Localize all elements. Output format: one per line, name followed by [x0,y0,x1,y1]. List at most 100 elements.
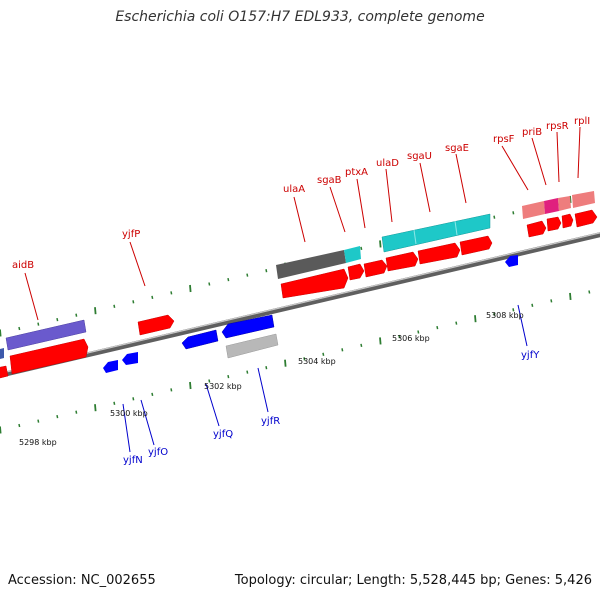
gene-label-yjfP[interactable]: yjfP [122,229,140,240]
map-title: Escherichia coli O157:H7 EDL933, complet… [115,9,485,25]
gene-label-sgaE[interactable]: sgaE [445,143,469,154]
forward-features [0,191,598,379]
ruler-label: 5302 kbp [204,382,242,391]
feature-priB-domain[interactable] [544,198,559,214]
gene-label-aidB[interactable]: aidB [12,260,34,271]
ruler-label: 5300 kbp [110,409,148,418]
gene-label-ulaD[interactable]: ulaD [376,158,399,169]
lower-tick-mark [398,334,401,339]
feature-yjfO-cds[interactable] [122,352,138,365]
gene-label-rpsR[interactable]: rpsR [546,121,569,132]
ruler-label: 5304 kbp [298,357,336,366]
feature-yjfR-domain[interactable] [225,333,279,359]
upper-tick-mark [265,269,268,273]
feature-ulaD-cds[interactable] [385,251,419,272]
ruler-label: 5298 kbp [19,438,57,447]
lower-tick-mark [113,401,116,405]
gene-label-yjfY[interactable]: yjfY [521,350,540,361]
feature-yjfY-cds[interactable] [505,255,518,267]
feature-aidB-cds[interactable] [9,338,89,375]
gene-label-ptxA[interactable]: ptxA [345,167,368,178]
lower-tick-mark [455,321,458,325]
genome-summary: Topology: circular; Length: 5,528,445 bp… [234,573,592,588]
feature-yjfP-cds[interactable] [137,314,175,336]
upper-tick-mark [37,322,40,326]
feature-priB-cds[interactable] [546,216,562,232]
upper-tick-mark [170,291,173,295]
ruler-label: 5308 kbp [486,311,524,320]
upper-tick-mark [189,284,192,293]
lower-tick-mark [531,303,534,307]
lower-tick-mark [360,343,363,348]
lower-tick-mark [75,410,78,414]
upper-tick-mark [75,313,78,317]
lower-tick-mark [189,381,192,390]
lower-tick-mark [132,397,135,401]
gene-label-yjfR[interactable]: yjfR [261,416,280,427]
lower-tick-mark [341,348,344,352]
upper-tick-mark [208,282,211,286]
feature-yjfQ-cds[interactable] [181,329,219,350]
feature-aidB-domain[interactable] [5,319,87,351]
lower-tick-mark [493,312,496,316]
upper-tick-mark [227,277,230,282]
reverse-features [103,255,518,373]
upper-tick-mark [56,317,59,322]
feature-ulaA-cds[interactable] [280,268,349,299]
lower-tick-mark [322,352,325,356]
lower-tick-mark [512,308,515,312]
feature-small-left-cds[interactable] [0,365,9,379]
lower-tick-mark [379,337,382,345]
gene-label-yjfQ[interactable]: yjfQ [213,429,233,440]
upper-tick-mark [246,273,249,277]
gene-label-yjfO[interactable]: yjfO [148,447,168,458]
feature-ulaA-domain[interactable] [276,250,346,279]
lower-tick-mark [0,426,2,434]
feature-rpsR-domain[interactable] [558,196,571,211]
lower-tick-row [0,290,591,434]
lower-tick-mark [436,325,439,330]
feature-sgaB-domain[interactable] [344,246,361,263]
upper-tick-mark [0,329,2,337]
upper-tick-mark [360,246,363,251]
lower-tick-mark [550,299,553,303]
feature-sgaE-cds[interactable] [459,235,493,256]
forward-labels: aidB yjfP ulaA sgaB ptxA ulaD sgaU sgaE … [12,116,590,321]
lower-tick-mark [569,292,572,300]
feature-rpsF-cds[interactable] [526,220,547,238]
gene-label-rplI[interactable]: rplI [574,116,590,127]
feature-sgaU-cds[interactable] [417,242,461,265]
feature-sgaB-cds[interactable] [347,263,365,281]
feature-rpsF-domain[interactable] [522,201,545,219]
upper-tick-mark [512,211,515,215]
lower-tick-mark [208,379,211,383]
feature-ptxA-cds[interactable] [363,259,388,278]
gene-label-yjfN[interactable]: yjfN [123,455,143,466]
lower-tick-mark [417,330,420,334]
lower-tick-mark [94,404,97,412]
feature-rpsR-cds[interactable] [561,213,574,229]
gene-label-rpsF[interactable]: rpsF [493,134,515,145]
lower-tick-mark [18,423,21,428]
feature-rplI-domain[interactable] [572,191,595,208]
feature-rplI-cds[interactable] [574,209,598,228]
feature-sga-domain[interactable] [381,213,491,253]
gene-label-ulaA[interactable]: ulaA [283,184,305,195]
lower-tick-mark [56,414,59,419]
lower-tick-mark [227,374,230,379]
gene-label-sgaB[interactable]: sgaB [317,175,342,186]
feature-yjfR-cds[interactable] [221,314,275,339]
lower-tick-mark [284,359,287,367]
lower-tick-mark [303,357,306,361]
lower-tick-mark [265,366,268,370]
upper-tick-mark [113,304,116,308]
gene-label-priB[interactable]: priB [522,127,542,138]
reverse-labels: yjfN yjfO yjfQ yjfR yjfY [122,304,540,466]
upper-tick-mark [493,215,496,219]
feature-yjfN-cds[interactable] [103,360,118,373]
feature-left-blue-block[interactable] [0,348,4,360]
lower-tick-mark [170,388,173,392]
ruler-label: 5306 kbp [392,334,430,343]
gene-label-sgaU[interactable]: sgaU [407,151,432,162]
